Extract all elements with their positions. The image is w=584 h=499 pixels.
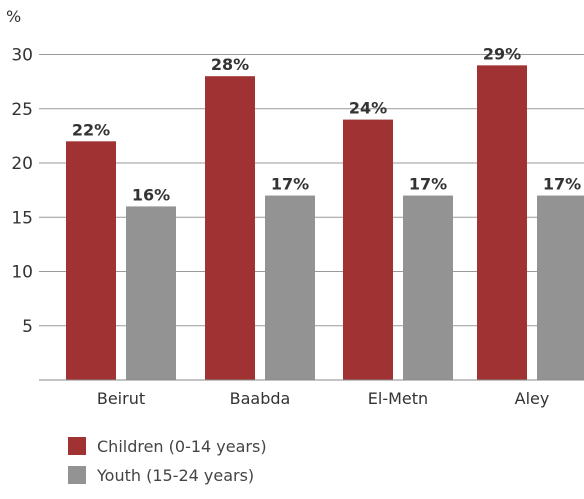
data-label: 29% (483, 44, 521, 63)
value-labels: 22% 16% 28% 17% 24% 17% 29% 17% (72, 44, 581, 204)
y-tick-label: 15 (11, 208, 33, 228)
bar-children-aley (477, 65, 527, 380)
data-label: 28% (211, 55, 249, 74)
data-label: 17% (409, 175, 447, 194)
x-tick-label: El-Metn (368, 389, 428, 408)
y-tick-label: 5 (22, 317, 33, 337)
bar-youth-aley (537, 195, 584, 380)
data-label: 24% (349, 99, 387, 118)
y-tick-label: 10 (11, 263, 33, 283)
x-axis-categories: Beirut Baabda El-Metn Aley (97, 389, 549, 408)
x-tick-label: Baabda (230, 389, 291, 408)
bar-children-el-metn (343, 119, 393, 380)
legend-swatch-youth (68, 466, 86, 484)
legend-label-children: Children (0-14 years) (97, 436, 267, 456)
legend-swatch-children (68, 437, 86, 455)
x-tick-label: Aley (515, 389, 550, 408)
legend: Children (0-14 years) Youth (15-24 years… (68, 436, 267, 494)
y-axis-ticks: 5 10 15 20 25 30 (11, 46, 33, 337)
bar-children-beirut (66, 141, 116, 380)
legend-label-youth: Youth (15-24 years) (97, 465, 255, 485)
data-label: 17% (271, 175, 309, 194)
y-unit-label: % (6, 7, 21, 26)
data-label: 16% (132, 185, 170, 204)
bar-youth-beirut (126, 206, 176, 380)
y-tick-label: 30 (11, 46, 33, 66)
legend-item-youth: Youth (15-24 years) (68, 465, 267, 485)
y-tick-label: 20 (11, 154, 33, 174)
data-label: 17% (543, 175, 581, 194)
bar-youth-el-metn (403, 195, 453, 380)
legend-item-children: Children (0-14 years) (68, 436, 267, 456)
bars (66, 65, 584, 380)
data-label: 22% (72, 120, 110, 139)
bar-children-baabda (205, 76, 255, 380)
x-tick-label: Beirut (97, 389, 145, 408)
bar-youth-baabda (265, 195, 315, 380)
y-tick-label: 25 (11, 100, 33, 120)
